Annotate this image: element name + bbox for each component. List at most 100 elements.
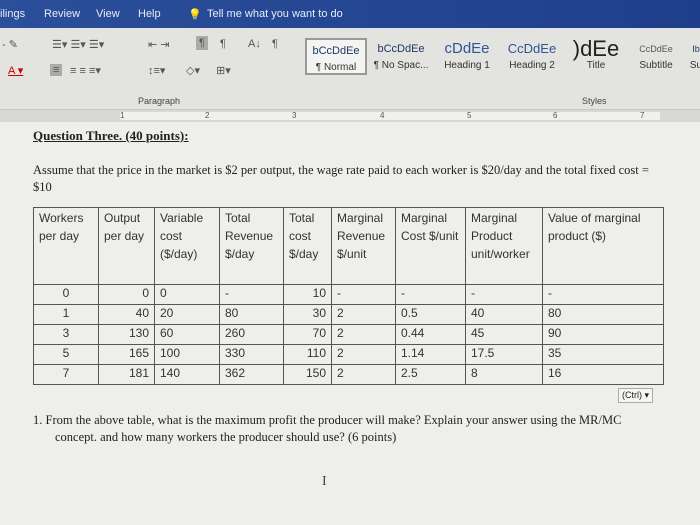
indent-icon[interactable]: ⇤ ⇥ <box>148 39 170 51</box>
borders-icon[interactable]: ⊞▾ <box>216 65 231 77</box>
header-cell: Marginal Revenue $/unit <box>331 207 396 285</box>
ruler-mark: 4 <box>380 111 385 120</box>
table-cell: 165 <box>98 344 155 365</box>
paragraph-group-label: Paragraph <box>138 96 181 106</box>
styles-group-label: Styles <box>582 96 607 106</box>
style-no-spacing[interactable]: bCcDdEe ¶ No Spac... <box>370 38 432 71</box>
style-subtitle[interactable]: CcDdEe Subtitle <box>628 38 684 71</box>
table-row: 1 40 20 80 30 2 0.5 40 80 <box>33 304 664 325</box>
style-preview: )dEe <box>572 36 620 61</box>
header-cell: Variable cost ($/day) <box>154 207 220 285</box>
cost-table: Workers per day Output per day Variable … <box>33 207 664 385</box>
table-cell: 2 <box>331 304 396 325</box>
sort-icon[interactable]: A↓ <box>248 38 261 50</box>
table-cell: 17.5 <box>465 344 543 365</box>
table-cell: 8 <box>465 364 543 385</box>
header-cell: Total cost $/day <box>283 207 332 285</box>
table-cell: - <box>219 284 284 305</box>
table-cell: 1 <box>33 304 99 325</box>
align-icons[interactable]: ≡ ≡ ≡▾ <box>70 65 101 77</box>
tab-view[interactable]: View <box>96 8 120 20</box>
question-title: Question Three. (40 points): <box>33 128 189 143</box>
highlight-icon[interactable]: - ✎ <box>2 39 18 51</box>
table-cell: 181 <box>98 364 155 385</box>
table-cell: 30 <box>283 304 332 325</box>
table-cell: 0 <box>33 284 99 305</box>
table-cell: 90 <box>542 324 664 345</box>
table-cell: 150 <box>283 364 332 385</box>
line-spacing-icon[interactable]: ↕≡▾ <box>148 65 166 77</box>
table-cell: - <box>395 284 466 305</box>
table-cell: - <box>542 284 664 305</box>
table-cell: 330 <box>219 344 284 365</box>
table-cell: 3 <box>33 324 99 345</box>
table-cell: 70 <box>283 324 332 345</box>
header-cell: Total Revenue $/day <box>219 207 284 285</box>
ruler-mark: 2 <box>205 111 210 120</box>
ruler[interactable]: 1 2 3 4 5 6 7 <box>0 110 700 122</box>
bullets-icon[interactable]: ☰▾ ☰▾ ☰▾ <box>52 39 105 51</box>
style-normal[interactable]: bCcDdEe ¶ Normal <box>305 38 367 75</box>
style-preview: bCcDdEe <box>377 43 425 55</box>
font-color-icon[interactable]: A ▾ <box>8 65 24 77</box>
table-cell: 0.44 <box>395 324 466 345</box>
table-cell: 40 <box>465 304 543 325</box>
style-heading-2[interactable]: CcDdEe Heading 2 <box>500 38 564 71</box>
table-cell: 80 <box>542 304 664 325</box>
table-cell: 130 <box>98 324 155 345</box>
style-title[interactable]: )dEe Title <box>566 36 626 72</box>
pilcrow-icon[interactable]: ¶ <box>272 38 278 50</box>
table-cell: 5 <box>33 344 99 365</box>
table-cell: 2 <box>331 324 396 345</box>
style-preview: cDdEe <box>444 40 490 57</box>
table-cell: 110 <box>283 344 332 365</box>
table-cell: 260 <box>219 324 284 345</box>
header-cell: Marginal Product unit/worker <box>465 207 543 285</box>
style-preview: CcDdEe <box>507 41 557 56</box>
style-label: Subtitle <box>639 60 673 71</box>
style-label: ¶ Normal <box>315 62 357 73</box>
table-cell: 20 <box>154 304 220 325</box>
table-cell: - <box>331 284 396 305</box>
header-cell: Value of marginal product ($) <box>542 207 664 285</box>
table-cell: 2 <box>331 344 396 365</box>
table-cell: 100 <box>154 344 220 365</box>
style-label: Heading 2 <box>509 60 555 71</box>
header-cell: Marginal Cost $/unit <box>395 207 466 285</box>
ribbon: - ✎ ☰▾ ☰▾ ☰▾ ⇤ ⇥ ¶ ¶ A↓ ¶ A ▾ ≡ ≡ ≡ ≡▾ ↕… <box>0 28 700 110</box>
style-label: Title <box>586 60 606 71</box>
tab-mailings[interactable]: ilings <box>0 8 26 20</box>
tell-me-search[interactable]: Tell me what you want to do <box>207 8 343 20</box>
document-page[interactable]: Question Three. (40 points): Assume that… <box>0 122 700 525</box>
align-left-icon[interactable]: ≡ <box>50 64 63 76</box>
table-cell: 60 <box>154 324 220 345</box>
ltr-icon[interactable]: ¶ <box>196 36 208 50</box>
table-cell: 1.14 <box>395 344 466 365</box>
table-cell: 45 <box>465 324 543 345</box>
style-subtle[interactable]: Ib Su <box>686 38 700 71</box>
header-cell: Output per day <box>98 207 155 285</box>
table-header-row: Workers per day Output per day Variable … <box>33 207 664 285</box>
style-label: Su <box>689 60 700 71</box>
lightbulb-icon: 💡 <box>188 9 202 21</box>
table-cell: - <box>465 284 543 305</box>
ruler-mark: 6 <box>553 111 558 120</box>
style-preview: CcDdEe <box>639 44 673 54</box>
table-cell: 16 <box>542 364 664 385</box>
style-heading-1[interactable]: cDdEe Heading 1 <box>436 38 498 71</box>
table-cell: 362 <box>219 364 284 385</box>
table-cell: 7 <box>33 364 99 385</box>
ruler-mark: 1 <box>120 111 125 120</box>
ruler-mark: 3 <box>292 111 297 120</box>
table-row: 3 130 60 260 70 2 0.44 45 90 <box>33 324 664 345</box>
table-row: 5 165 100 330 110 2 1.14 17.5 35 <box>33 344 664 365</box>
intro-paragraph: Assume that the price in the market is $… <box>33 163 649 194</box>
style-label: Heading 1 <box>444 60 490 71</box>
tab-help[interactable]: Help <box>138 8 161 20</box>
table-cell: 10 <box>283 284 332 305</box>
table-row: 0 0 0-10- - - - <box>33 284 664 305</box>
shading-icon[interactable]: ◇▾ <box>186 65 200 77</box>
tab-review[interactable]: Review <box>44 8 81 20</box>
paste-options-button[interactable]: (Ctrl) ▾ <box>618 388 654 403</box>
rtl-icon[interactable]: ¶ <box>220 38 226 50</box>
